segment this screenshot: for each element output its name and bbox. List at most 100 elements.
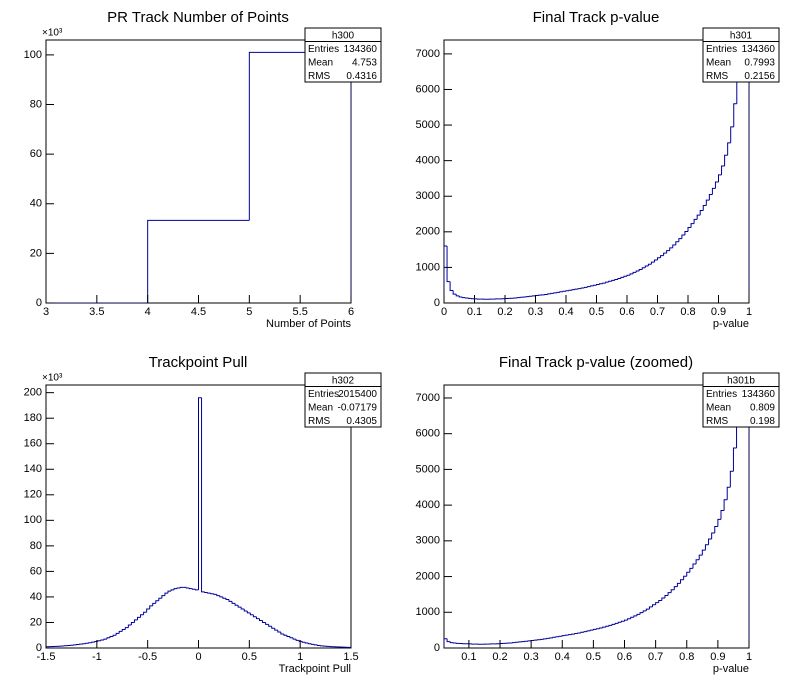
y-tick-label: 140	[24, 463, 42, 475]
bar	[732, 447, 737, 472]
panel: Final Track p-value (zoomed) 0.1 0.2 0.3 0.4…	[416, 354, 780, 675]
stats-label: RMS	[706, 71, 729, 82]
bar	[446, 246, 451, 283]
bar	[556, 291, 560, 293]
bar	[286, 635, 290, 638]
y-tick-label: 7000	[416, 392, 440, 404]
y-tick-label: 6000	[416, 83, 440, 95]
stats-value: 0.2156	[744, 71, 775, 82]
bar	[155, 600, 159, 604]
bar	[653, 259, 658, 263]
stats-label: Entries	[706, 44, 737, 55]
y-tick-label: 120	[24, 489, 42, 501]
stats-name: h300	[332, 30, 355, 41]
bar	[112, 634, 117, 637]
bar	[164, 592, 168, 596]
stats-value: 134360	[742, 44, 776, 55]
y-tick-label: 4000	[416, 155, 440, 167]
bar	[592, 284, 597, 286]
x-axis-label: p-value	[713, 663, 749, 675]
y-tick-label: 100	[24, 514, 42, 526]
bar	[292, 637, 297, 640]
bar	[137, 616, 141, 620]
x-tick-label: 0.5	[589, 306, 604, 318]
y-tick-label: 40	[30, 591, 42, 603]
x-tick-label: 0.8	[679, 651, 694, 663]
bar	[577, 288, 582, 290]
bar	[652, 604, 656, 607]
x-tick-label: 0.1	[467, 306, 482, 318]
bar	[85, 642, 89, 644]
bar	[608, 624, 613, 627]
stats-value: 0.4316	[346, 71, 377, 82]
bar	[620, 276, 624, 279]
bar	[663, 252, 667, 256]
x-tick-label: 1	[746, 651, 752, 663]
bar	[446, 638, 451, 643]
bar	[645, 608, 650, 611]
bar	[614, 622, 619, 625]
bar	[240, 607, 245, 610]
y-tick-label: 0	[434, 642, 440, 654]
stats-value: 134360	[344, 44, 378, 55]
bar	[222, 596, 226, 599]
bar	[555, 636, 560, 638]
x-tick-label: 0.8	[680, 306, 695, 318]
stats-value: 2015400	[338, 389, 377, 400]
y-tick-label: 40	[30, 198, 42, 210]
stats-label: Mean	[706, 57, 731, 68]
x-tick-label: 0.3	[528, 306, 543, 318]
x-axis-label: Trackpoint Pull	[279, 663, 351, 675]
bar	[173, 588, 178, 590]
stats-value: 0.809	[750, 402, 775, 413]
bar	[658, 599, 662, 603]
y-tick-label: 80	[30, 98, 42, 110]
bar	[636, 613, 641, 616]
histogram	[444, 385, 749, 648]
x-tick-label: 0.2	[497, 306, 512, 318]
stats-value: 134360	[742, 389, 776, 400]
bar	[265, 622, 269, 625]
stats-label: RMS	[706, 416, 729, 427]
stats-box	[702, 27, 780, 83]
bar	[730, 126, 734, 143]
y-tick-label: 80	[30, 540, 42, 552]
bar	[543, 638, 547, 640]
x-tick-label: 0.4	[555, 651, 570, 663]
bar	[675, 241, 679, 245]
y-tick-label: 1000	[416, 606, 440, 618]
bar	[627, 618, 631, 621]
bar	[559, 291, 563, 293]
bar	[630, 616, 634, 619]
bar	[717, 518, 721, 527]
bar	[204, 591, 208, 593]
bar	[657, 257, 661, 260]
bar	[644, 265, 649, 268]
bar	[549, 637, 553, 639]
bar	[103, 638, 107, 640]
bar	[661, 597, 665, 601]
bar	[461, 296, 466, 299]
bar	[127, 624, 132, 628]
histogram	[46, 51, 351, 303]
bar	[589, 629, 594, 631]
bar	[701, 549, 706, 556]
x-tick-label: 5.5	[293, 306, 308, 318]
stats-value: 0.4305	[346, 416, 377, 427]
bar	[686, 571, 690, 577]
stats-label: RMS	[308, 416, 331, 427]
y-tick-label: 3000	[416, 535, 440, 547]
bar	[605, 625, 609, 628]
bar	[249, 612, 254, 616]
x-tick-label: 1	[297, 651, 303, 663]
bar	[201, 397, 205, 593]
bar	[748, 385, 749, 648]
bar	[298, 640, 303, 642]
y-tick-label: 6000	[416, 428, 440, 440]
bar	[304, 642, 309, 644]
bar	[252, 614, 257, 618]
bar	[143, 611, 147, 615]
bar	[561, 635, 566, 637]
bar	[313, 644, 318, 646]
